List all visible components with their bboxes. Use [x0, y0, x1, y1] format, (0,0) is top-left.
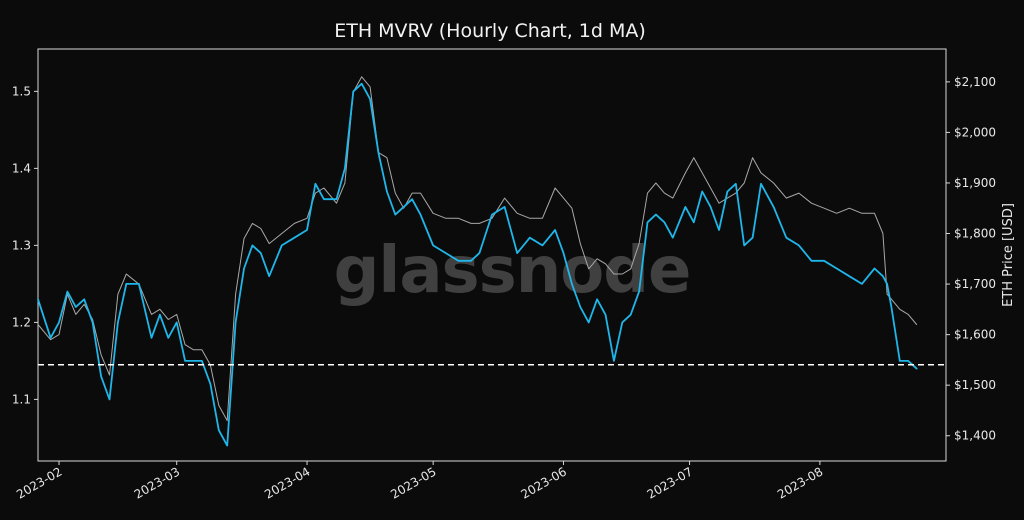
eth-price-line	[37, 76, 918, 422]
left-tick-label: 1.3	[12, 238, 31, 252]
left-tick-label: 1.1	[12, 392, 31, 406]
right-tick-label: $1,400	[954, 429, 996, 443]
right-tick-label: $1,700	[954, 277, 996, 291]
right-axis-label: ETH Price [USD]	[1001, 203, 1016, 307]
watermark: glassnode	[334, 234, 691, 308]
left-tick-label: 1.5	[12, 84, 31, 98]
price-series-group	[37, 76, 918, 422]
left-axis: 1.1 1.2 1.3 1.4 1.5	[12, 84, 38, 406]
right-tick-label: $1,600	[954, 328, 996, 342]
right-tick-label: $1,500	[954, 378, 996, 392]
plot-frame	[37, 48, 947, 462]
right-axis: $1,400 $1,500 $1,600 $1,700 $1,800 $1,900 $2,0…	[946, 75, 996, 443]
chart-title: ETH MVRV (Hourly Chart, 1d MA)	[334, 20, 646, 42]
left-tick-label: 1.2	[12, 315, 31, 329]
right-tick-label: $2,000	[954, 125, 996, 139]
mvrv-series-group	[37, 82, 918, 447]
right-tick-label: $1,900	[954, 176, 996, 190]
right-tick-label: $1,800	[954, 227, 996, 241]
mvrv-line	[37, 82, 918, 447]
right-tick-label: $2,100	[954, 75, 996, 89]
left-tick-label: 1.4	[12, 161, 31, 175]
